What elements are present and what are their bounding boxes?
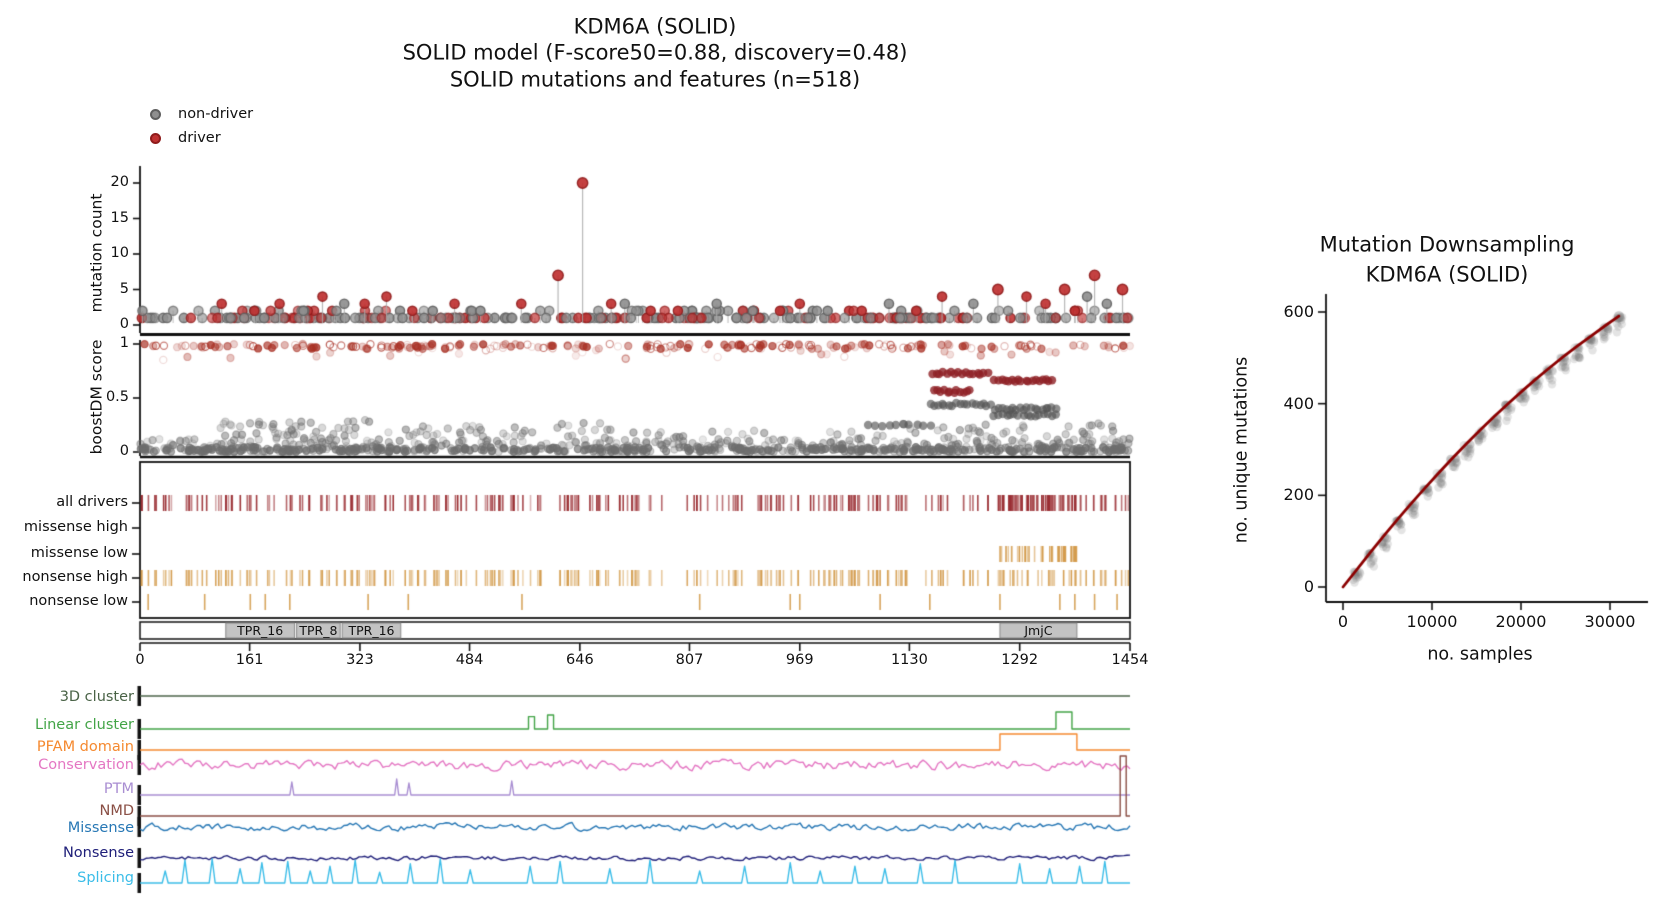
legend-item: non-driver (150, 102, 253, 126)
feature-track-label: Splicing (77, 870, 134, 887)
feature-track-label: 3D cluster (59, 689, 134, 706)
x-axis-tick-label: 1130 (890, 652, 928, 669)
needle-y-axis-label: mutation count (87, 193, 106, 313)
downsampling-y-axis-label: no. unique mutations (1231, 356, 1252, 544)
x-axis-tick-label: 646 (566, 652, 594, 669)
figure-title-line1: KDM6A (SOLID) (573, 14, 737, 39)
downsampling-y-tick-label: 200 (1283, 485, 1314, 505)
boostdm-y-axis-label: boostDM score (87, 339, 106, 455)
needle-y-tick-label: 10 (110, 245, 129, 262)
downsampling-x-tick-label: 0 (1337, 612, 1349, 632)
feature-track-label: Linear cluster (35, 717, 134, 734)
domain-label: TPR_8 (299, 623, 338, 639)
downsampling-x-tick-label: 30000 (1584, 612, 1636, 632)
figure-title-line3: SOLID mutations and features (n=518) (449, 67, 861, 92)
feature-track-label: PFAM domain (36, 739, 134, 756)
needle-y-tick-label: 15 (110, 209, 129, 226)
feature-track-label: Conservation (38, 757, 134, 774)
legend-label: driver (178, 130, 221, 146)
boostdm-y-tick-label: 0 (119, 443, 129, 460)
downsampling-x-axis-label: no. samples (1427, 644, 1533, 665)
legend-label: non-driver (178, 106, 254, 122)
downsampling-y-tick-label: 400 (1283, 393, 1314, 413)
x-axis-tick-label: 969 (785, 652, 814, 669)
x-axis-tick-label: 484 (455, 652, 484, 669)
rug-row-label: all drivers (56, 494, 128, 511)
x-axis-tick-label: 0 (135, 652, 145, 669)
downsampling-title-line2: KDM6A (SOLID) (1365, 262, 1529, 287)
legend-item: driver (150, 126, 253, 150)
x-axis-tick-label: 807 (675, 652, 704, 669)
domain-label: JmjC (1024, 623, 1053, 639)
needle-y-tick-label: 0 (119, 316, 129, 333)
downsampling-y-tick-label: 600 (1283, 302, 1314, 322)
rug-row-label: missense high (23, 519, 128, 536)
feature-track-label: Nonsense (62, 845, 134, 862)
x-axis-tick-label: 1292 (1001, 652, 1039, 669)
x-axis-tick-label: 161 (235, 652, 264, 669)
legend-marker-icon (150, 108, 161, 120)
boostdm-y-tick-label: 1 (119, 335, 129, 352)
domain-label: TPR_16 (348, 623, 395, 639)
feature-track-label: NMD (99, 803, 134, 820)
feature-track-label: PTM (103, 781, 134, 798)
x-axis-tick-label: 323 (346, 652, 374, 669)
rug-row-label: nonsense low (29, 593, 128, 610)
domain-label: TPR_16 (237, 623, 284, 639)
needle-y-tick-label: 20 (110, 174, 129, 191)
needle-y-tick-label: 5 (119, 280, 129, 297)
downsampling-x-tick-label: 20000 (1495, 612, 1547, 632)
downsampling-x-tick-label: 10000 (1406, 612, 1458, 632)
feature-track-label: Missense (67, 820, 134, 837)
downsampling-y-tick-label: 0 (1303, 577, 1314, 597)
legend: non-driver driver (150, 102, 253, 150)
x-axis-tick-label: 1454 (1111, 652, 1149, 669)
rug-row-label: missense low (30, 545, 128, 562)
downsampling-title-line1: Mutation Downsampling (1319, 232, 1575, 257)
legend-marker-icon (150, 132, 161, 144)
boostdm-y-tick-label: 0.5 (105, 389, 129, 406)
rug-row-label: nonsense high (22, 569, 128, 586)
figure-title-line2: SOLID model (F-score50=0.88, discovery=0… (402, 40, 908, 65)
